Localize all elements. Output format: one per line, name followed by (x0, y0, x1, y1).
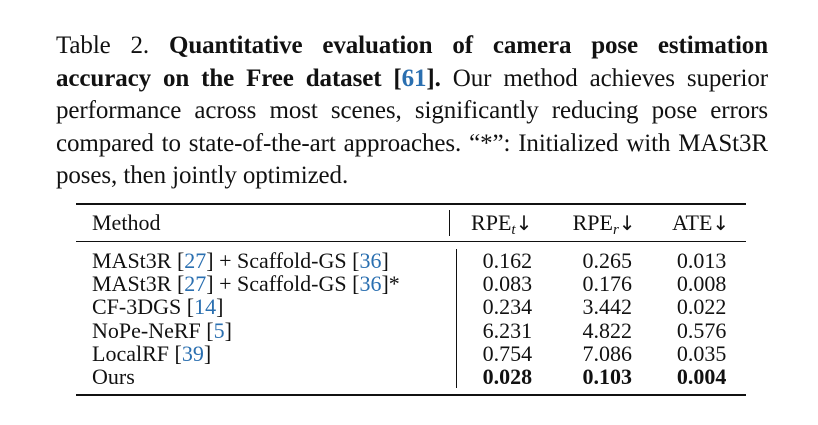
citation-link[interactable]: 27 (184, 248, 207, 273)
table-row: LocalRF [39] 0.754 7.086 0.035 (76, 342, 746, 365)
rpe-t-cell: 0.234 (482, 294, 533, 320)
table-row: MASt3R [27] + Scaffold-GS [36]* 0.083 0.… (76, 272, 746, 295)
ate-cell: 0.008 (676, 271, 727, 297)
down-arrow-icon: ↓ (515, 211, 533, 235)
column-separator (449, 205, 451, 241)
method-cell: NoPe-NeRF [5] (92, 317, 232, 343)
citation-link[interactable]: 14 (194, 294, 217, 320)
table-top-rule (76, 203, 746, 205)
down-arrow-icon: ↓ (618, 211, 636, 235)
rpe-r-cell: 4.822 (582, 317, 632, 343)
citation-link[interactable]: 5 (213, 317, 225, 343)
header-method: Method (92, 210, 161, 235)
ate-cell: 0.022 (676, 294, 727, 320)
rpe-r-cell: 0.103 (582, 364, 632, 390)
header-ate: ATE↓ (672, 210, 730, 235)
ate-cell: 0.013 (676, 248, 727, 273)
citation-link[interactable]: 27 (184, 271, 207, 297)
citation-link[interactable]: 39 (181, 340, 204, 366)
results-table: Method RPEt↓ RPEr↓ ATE↓ MASt3R [27] + Sc… (76, 203, 746, 397)
header-rpe-t: RPEt↓ (471, 210, 533, 238)
method-cell: MASt3R [27] + Scaffold-GS [36] (92, 248, 389, 273)
citation-link[interactable]: 61 (401, 64, 427, 92)
down-arrow-icon: ↓ (712, 211, 730, 235)
rpe-t-cell: 0.028 (482, 364, 533, 390)
rpe-t-cell: 0.162 (482, 248, 533, 273)
column-separator (455, 295, 457, 319)
citation-link[interactable]: 36 (359, 248, 382, 273)
column-separator (455, 272, 457, 296)
table-caption: Table 2. Quantitative evaluation of came… (56, 30, 768, 193)
table-header-row: Method RPEt↓ RPEr↓ ATE↓ (76, 205, 746, 241)
ate-cell: 0.004 (676, 364, 727, 390)
rpe-t-cell: 0.754 (482, 340, 533, 366)
table-row: NoPe-NeRF [5] 6.231 4.822 0.576 (76, 317, 746, 343)
table-bottom-rule (76, 394, 746, 397)
column-separator (455, 242, 457, 273)
column-separator (455, 365, 457, 394)
method-cell: Ours (92, 364, 135, 390)
ate-cell: 0.576 (676, 317, 727, 343)
caption-title: Quantitative evaluation of camera pose e… (56, 32, 769, 92)
rpe-t-cell: 6.231 (482, 317, 533, 343)
column-separator (455, 318, 457, 342)
table-mid-rule (76, 241, 746, 242)
rpe-t-cell: 0.083 (482, 271, 533, 297)
citation-link[interactable]: 36 (359, 271, 382, 297)
rpe-r-cell: 3.442 (582, 294, 632, 320)
rpe-r-cell: 0.176 (582, 271, 632, 297)
method-cell: CF-3DGS [14] (92, 294, 224, 320)
caption-text: Our method achieves superior performance… (56, 64, 768, 190)
method-cell: MASt3R [27] + Scaffold-GS [36]* (92, 271, 400, 297)
table-row: MASt3R [27] + Scaffold-GS [36] 0.162 0.2… (76, 242, 746, 273)
method-cell: LocalRF [39] (92, 340, 212, 366)
table-row: CF-3DGS [14] 0.234 3.442 0.022 (76, 295, 746, 318)
header-rpe-r: RPEr↓ (572, 210, 636, 238)
column-separator (455, 341, 457, 365)
caption-label: Table 2. (56, 32, 150, 59)
table-row: Ours 0.028 0.103 0.004 (76, 365, 746, 394)
ate-cell: 0.035 (676, 340, 727, 366)
rpe-r-cell: 7.086 (582, 340, 632, 366)
rpe-r-cell: 0.265 (582, 248, 632, 273)
